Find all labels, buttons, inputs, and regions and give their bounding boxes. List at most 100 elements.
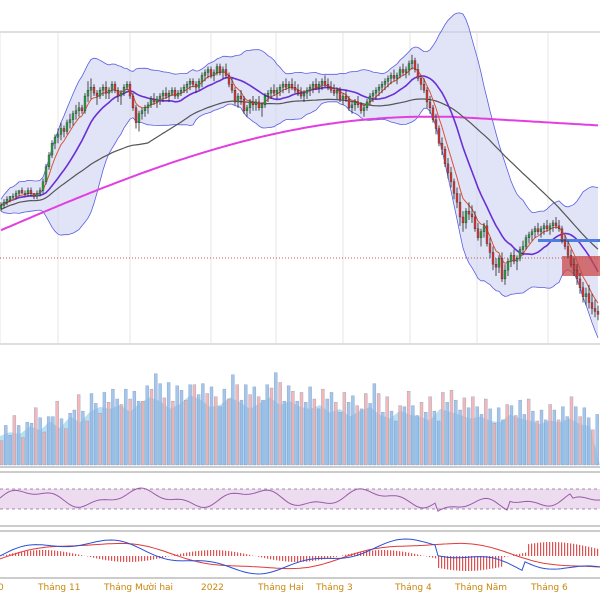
macd-histogram-bar xyxy=(69,552,71,556)
candle-body xyxy=(332,90,336,94)
macd-histogram-bar xyxy=(576,544,578,556)
macd-histogram-bar xyxy=(51,550,53,556)
candle-body xyxy=(371,92,375,97)
macd-histogram-bar xyxy=(411,553,413,556)
macd-histogram-bar xyxy=(570,543,572,556)
candle-body xyxy=(53,137,57,144)
candle-body xyxy=(239,95,243,100)
candle-body xyxy=(161,92,165,97)
macd-histogram-bar xyxy=(420,555,422,556)
macd-histogram-bar xyxy=(129,556,131,562)
candle-body xyxy=(395,75,399,79)
volume-bar xyxy=(239,399,244,466)
macd-histogram-bar xyxy=(387,550,389,556)
volume-bar xyxy=(4,425,8,466)
candle-body xyxy=(437,128,441,144)
candle-body xyxy=(122,87,126,94)
volume-bar xyxy=(248,394,252,466)
macd-histogram-bar xyxy=(501,556,503,567)
volume-bar xyxy=(38,417,42,466)
volume-bar xyxy=(141,401,145,466)
candle-body xyxy=(137,113,141,123)
x-tick-label: Tháng Hai xyxy=(257,583,304,593)
candle-body xyxy=(518,249,522,259)
volume-bar xyxy=(209,386,214,466)
volume-bar xyxy=(394,420,398,466)
candle-body xyxy=(413,60,417,70)
volume-bar xyxy=(0,440,4,466)
candle-body xyxy=(188,81,192,85)
macd-histogram-bar xyxy=(42,550,44,556)
macd-histogram-bar xyxy=(108,556,110,561)
candle-body xyxy=(515,258,519,262)
macd-histogram-bar xyxy=(342,555,344,556)
candle-body xyxy=(203,72,207,76)
candle-body xyxy=(131,95,135,109)
macd-histogram-bar xyxy=(474,556,476,571)
candle-body xyxy=(575,269,579,280)
candle-body xyxy=(221,69,225,73)
volume-bar xyxy=(274,372,278,466)
macd-histogram-bar xyxy=(273,556,275,560)
x-tick-label: Tháng Năm xyxy=(454,583,507,593)
macd-histogram-bar xyxy=(60,551,62,556)
candle-body xyxy=(320,81,324,85)
macd-histogram-bar xyxy=(582,545,584,556)
macd-histogram-bar xyxy=(144,556,146,561)
macd-histogram-bar xyxy=(90,556,92,558)
macd-histogram-bar xyxy=(195,551,197,556)
macd-histogram-bar xyxy=(231,551,233,556)
volume-bar xyxy=(492,423,497,466)
candle-body xyxy=(23,193,27,195)
macd-histogram-bar xyxy=(243,553,245,556)
candle-body xyxy=(461,216,465,224)
candle-body xyxy=(293,87,297,91)
candle-body xyxy=(449,172,453,182)
candle-body xyxy=(356,101,360,106)
candle-body xyxy=(143,107,147,111)
candle-body xyxy=(95,92,99,97)
volume-bar xyxy=(244,384,248,466)
volume-bar xyxy=(201,383,205,466)
volume-bar xyxy=(226,398,231,466)
macd-histogram-bar xyxy=(3,555,5,556)
candle-body xyxy=(71,113,75,120)
ma-200-line xyxy=(0,115,599,232)
candle-body xyxy=(26,190,30,194)
sell-zone xyxy=(562,256,600,276)
volume-bar xyxy=(488,408,492,466)
macd-histogram-bar xyxy=(366,551,368,556)
candle-body xyxy=(191,81,195,85)
macd-histogram-bar xyxy=(285,556,287,562)
volume-bar xyxy=(372,383,377,466)
macd-histogram-bar xyxy=(147,556,149,561)
candle-body xyxy=(590,302,594,309)
candle-body xyxy=(224,69,228,76)
macd-histogram-bar xyxy=(9,554,11,556)
candle-body xyxy=(65,122,69,132)
macd-histogram-bar xyxy=(249,554,251,556)
volume-bar xyxy=(136,401,141,466)
volume-bar xyxy=(359,408,364,466)
macd-histogram-bar xyxy=(237,552,239,556)
price-panel xyxy=(0,12,600,339)
candle-body xyxy=(47,154,51,168)
volume-bar xyxy=(158,383,162,466)
candle-body xyxy=(59,128,63,135)
macd-histogram-bar xyxy=(531,543,533,556)
resistance-line xyxy=(538,239,600,242)
macd-histogram-bar xyxy=(399,551,401,556)
macd-histogram-bar xyxy=(465,556,467,571)
candle-body xyxy=(476,228,480,238)
candle-body xyxy=(242,98,246,111)
macd-histogram-bar xyxy=(543,542,545,556)
volume-bar xyxy=(171,401,175,466)
volume-bar xyxy=(402,406,407,466)
volume-bar xyxy=(381,412,385,466)
volume-bar xyxy=(269,387,274,466)
volume-bar xyxy=(334,402,338,466)
ma-50-line xyxy=(0,75,599,273)
macd-histogram-bar xyxy=(267,556,269,559)
macd-histogram-bar xyxy=(594,548,596,556)
macd-histogram-bar xyxy=(264,556,266,559)
